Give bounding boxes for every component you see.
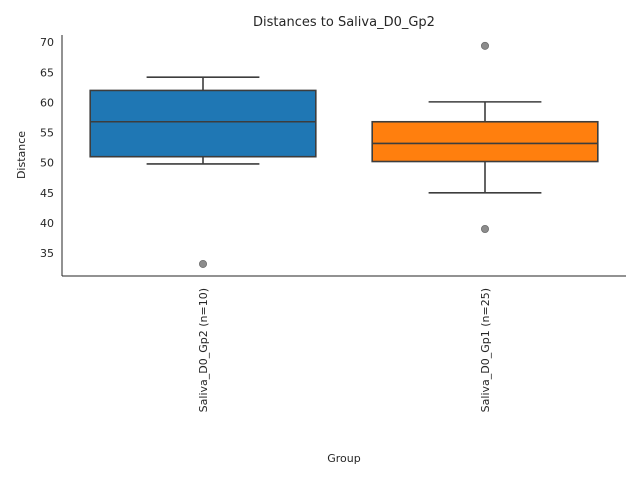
chart-title: Distances to Saliva_D0_Gp2 xyxy=(253,15,435,30)
y-tick-label: 55 xyxy=(40,127,54,140)
x-tick-label: Saliva_D0_Gp2 (n=10) xyxy=(197,288,210,412)
y-tick-label: 65 xyxy=(40,66,54,79)
y-tick-label: 50 xyxy=(40,157,54,170)
box-iqr xyxy=(89,89,317,158)
y-axis-label: Distance xyxy=(15,131,28,179)
y-tick-label: 45 xyxy=(40,187,54,200)
outlier-point xyxy=(198,259,207,268)
outlier-point xyxy=(480,41,489,50)
outlier-point xyxy=(480,225,489,234)
y-tick-label: 60 xyxy=(40,96,54,109)
y-axis-ticks: 35 40 45 50 55 60 65 70 xyxy=(40,36,54,260)
y-tick-label: 70 xyxy=(40,36,54,49)
y-tick-label: 40 xyxy=(40,217,54,230)
box-iqr xyxy=(371,120,599,163)
x-axis-ticks: Saliva_D0_Gp2 (n=10) Saliva_D0_Gp1 (n=25) xyxy=(197,288,492,412)
box-series xyxy=(89,41,599,268)
box-group xyxy=(371,41,599,234)
y-tick-label: 35 xyxy=(40,247,54,260)
x-tick-label: Saliva_D0_Gp1 (n=25) xyxy=(479,288,492,412)
box-group xyxy=(89,76,317,268)
x-axis-label: Group xyxy=(327,452,361,465)
